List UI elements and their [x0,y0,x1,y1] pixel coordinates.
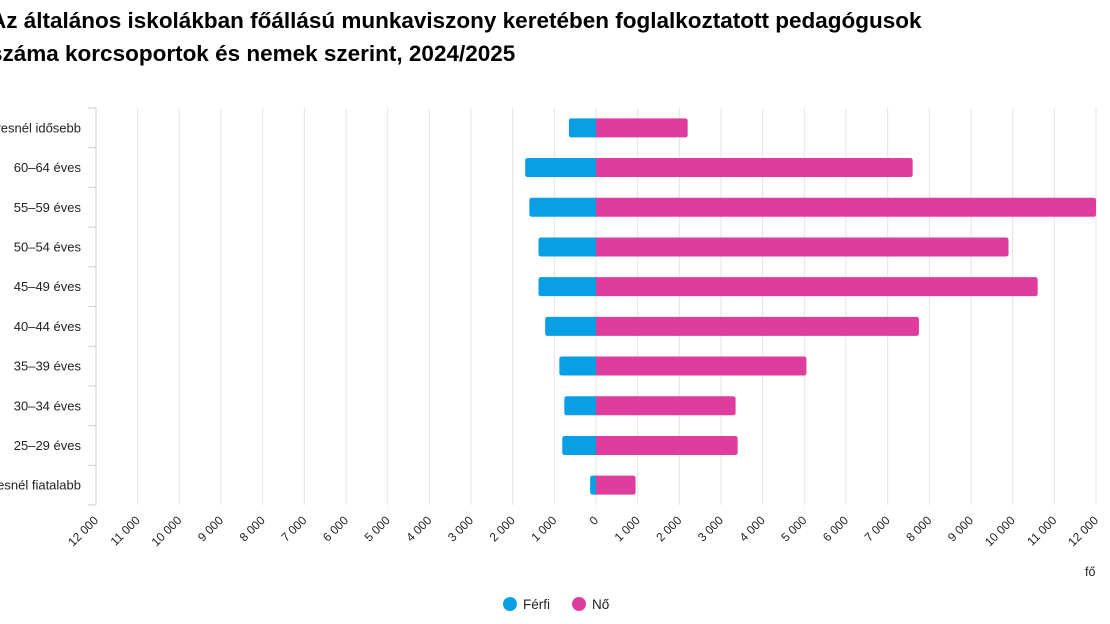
category-label: 40–44 éves [14,319,82,334]
chart-title-line-1: Az általános iskolákban főállású munkavi… [0,8,922,33]
category-label: 60–64 éves [14,160,82,175]
category-label: 45–49 éves [14,279,82,294]
grid-lines [95,108,1097,505]
category-label: 55–59 éves [14,200,82,215]
x-tick-label: 6 000 [320,513,351,544]
legend-label-no[interactable]: Nő [592,597,609,612]
bar-ferfi [590,475,596,495]
category-label: 25 évesnél fiatalabb [0,478,81,493]
bar-no [596,435,738,455]
x-tick-label: 5 000 [778,513,809,544]
bar-no [596,475,636,495]
bar-no [596,237,1009,257]
bar-no [596,158,913,178]
x-tick-label: 11 000 [1024,513,1059,548]
bar-ferfi [559,356,596,376]
x-axis-unit-label: fő [1085,565,1095,579]
bar-no [596,396,736,416]
bar-ferfi [545,316,596,336]
x-tick-label: 7 000 [278,513,309,544]
bar-ferfi [538,237,596,257]
category-label: 25–29 éves [14,438,82,453]
category-label: 25 évesnél idősebb [0,120,81,135]
legend-label-ferfi[interactable]: Férfi [523,597,550,612]
x-tick-label: 8 000 [903,513,934,544]
x-tick-label: 6 000 [820,513,851,544]
x-tick-label: 2 000 [653,513,684,544]
x-tick-label: 2 000 [487,513,518,544]
x-tick-label: 1 000 [528,513,559,544]
chart-title-line-2: száma korcsoportok és nemek szerint, 202… [0,41,516,66]
x-tick-label: 12 000 [1065,513,1101,549]
x-tick-label: 3 000 [445,513,476,544]
x-tick-label: 3 000 [695,513,726,544]
category-label: 50–54 éves [14,239,82,254]
x-tick-label: 9 000 [945,513,976,544]
x-tick-labels: 12 000 11 000 10 000 9 000 8 000 7 000 6 000 5 … [65,513,1101,549]
x-tick-label: 1 000 [612,513,643,544]
bar-ferfi [568,118,596,138]
legend-marker-ferfi[interactable] [503,597,517,611]
x-tick-label: 9 000 [195,513,226,544]
chart-title: Az általános iskolákban főállású munkavi… [0,4,1110,70]
bar-no [596,197,1096,217]
x-tick-label: 4 000 [403,513,434,544]
bar-ferfi [529,197,596,217]
x-tick-label: 10 000 [982,513,1018,549]
bar-no [596,118,688,138]
bar-no [596,277,1038,297]
legend: Férfi Nő [503,597,609,612]
x-tick-label: 5 000 [362,513,393,544]
bar-no [596,316,919,336]
x-tick-label: 12 000 [65,513,101,549]
x-tick-label: 4 000 [737,513,768,544]
x-tick-label: 11 000 [108,513,143,548]
category-labels: 25 évesnél idősebb 60–64 éves 55–59 éves 50… [0,120,81,492]
category-axis [88,107,97,506]
bar-no [596,356,807,376]
bar-ferfi [525,158,596,178]
bar-ferfi [564,396,596,416]
bar-ferfi [538,277,596,297]
x-tick-label: 8 000 [237,513,268,544]
x-tick-label: 7 000 [862,513,893,544]
bars [525,118,1096,495]
category-label: 30–34 éves [14,398,82,413]
x-tick-label: 10 000 [149,513,185,549]
category-label: 35–39 éves [14,359,82,374]
legend-marker-no[interactable] [572,597,586,611]
x-tick-label: 0 [586,513,601,528]
bar-ferfi [562,435,596,455]
